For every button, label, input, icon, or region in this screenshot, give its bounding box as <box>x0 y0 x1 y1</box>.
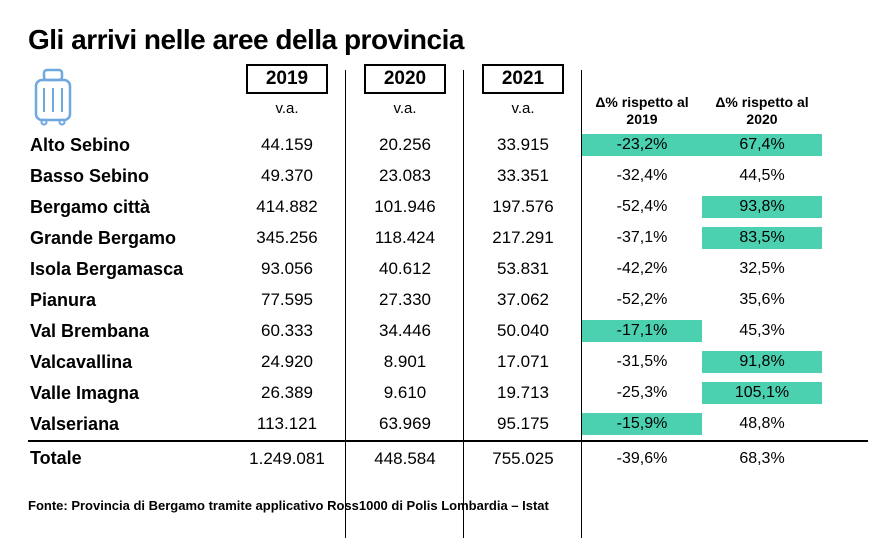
delta-2019-cell: -52,2% <box>582 289 702 311</box>
value-cell: 24.920 <box>228 352 346 372</box>
delta-2020-cell: 35,6% <box>702 289 822 311</box>
delta-2020-cell: 68,3% <box>702 448 822 470</box>
row-name: Totale <box>28 448 228 469</box>
value-cell: 23.083 <box>346 166 464 186</box>
delta-2020-cell: 91,8% <box>702 351 822 373</box>
value-cell: 44.159 <box>228 135 346 155</box>
delta-2019-cell: -25,3% <box>582 382 702 404</box>
table-row: Alto Sebino44.15920.25633.915-23,2%67,4% <box>28 130 868 161</box>
row-name: Alto Sebino <box>28 135 228 156</box>
value-cell: 34.446 <box>346 321 464 341</box>
delta-2020-cell: 44,5% <box>702 165 822 187</box>
table-header: 2019 v.a. 2020 v.a. 2021 v.a. Δ% rispett… <box>28 64 868 128</box>
delta-2020-cell: 48,8% <box>702 413 822 435</box>
table-row: Valseriana113.12163.96995.175-15,9%48,8% <box>28 409 868 440</box>
year-col-2020: 2020 v.a. <box>346 64 464 128</box>
value-cell: 8.901 <box>346 352 464 372</box>
row-name: Grande Bergamo <box>28 228 228 249</box>
delta-2020-cell: 93,8% <box>702 196 822 218</box>
value-cell: 1.249.081 <box>228 449 346 469</box>
value-cell: 49.370 <box>228 166 346 186</box>
row-name: Isola Bergamasca <box>28 259 228 280</box>
delta-2020-cell: 45,3% <box>702 320 822 342</box>
row-name: Val Brembana <box>28 321 228 342</box>
value-cell: 345.256 <box>228 228 346 248</box>
value-cell: 755.025 <box>464 449 582 469</box>
table-row: Isola Bergamasca93.05640.61253.831-42,2%… <box>28 254 868 285</box>
year-label: 2020 <box>364 64 446 94</box>
value-cell: 217.291 <box>464 228 582 248</box>
row-name: Valseriana <box>28 414 228 435</box>
value-cell: 77.595 <box>228 290 346 310</box>
year-label: 2019 <box>246 64 328 94</box>
delta-2020-header: Δ% rispetto al 2020 <box>702 64 822 128</box>
value-cell: 33.351 <box>464 166 582 186</box>
row-name: Bergamo città <box>28 197 228 218</box>
year-col-2019: 2019 v.a. <box>228 64 346 128</box>
value-cell: 37.062 <box>464 290 582 310</box>
delta-2019-header: Δ% rispetto al 2019 <box>582 64 702 128</box>
table-row: Bergamo città414.882101.946197.576-52,4%… <box>28 192 868 223</box>
row-name: Valle Imagna <box>28 383 228 404</box>
delta-2019-cell: -39,6% <box>582 448 702 470</box>
value-cell: 26.389 <box>228 383 346 403</box>
table-row: Val Brembana60.33334.44650.040-17,1%45,3… <box>28 316 868 347</box>
value-cell: 9.610 <box>346 383 464 403</box>
table-row: Pianura77.59527.33037.062-52,2%35,6% <box>28 285 868 316</box>
delta-2020-cell: 83,5% <box>702 227 822 249</box>
delta-2019-cell: -37,1% <box>582 227 702 249</box>
value-cell: 448.584 <box>346 449 464 469</box>
delta-2019-cell: -42,2% <box>582 258 702 280</box>
value-cell: 53.831 <box>464 259 582 279</box>
va-label: v.a. <box>228 100 346 123</box>
row-name: Pianura <box>28 290 228 311</box>
value-cell: 414.882 <box>228 197 346 217</box>
value-cell: 197.576 <box>464 197 582 217</box>
year-col-2021: 2021 v.a. <box>464 64 582 128</box>
table-row: Valcavallina24.9208.90117.071-31,5%91,8% <box>28 347 868 378</box>
value-cell: 95.175 <box>464 414 582 434</box>
value-cell: 33.915 <box>464 135 582 155</box>
delta-2019-cell: -17,1% <box>582 320 702 342</box>
total-row: Totale1.249.081448.584755.025-39,6%68,3% <box>28 440 868 476</box>
table-body: Alto Sebino44.15920.25633.915-23,2%67,4%… <box>28 130 868 476</box>
value-cell: 20.256 <box>346 135 464 155</box>
value-cell: 27.330 <box>346 290 464 310</box>
value-cell: 113.121 <box>228 414 346 434</box>
table-row: Valle Imagna26.3899.61019.713-25,3%105,1… <box>28 378 868 409</box>
row-name: Basso Sebino <box>28 166 228 187</box>
delta-2020-cell: 67,4% <box>702 134 822 156</box>
va-label: v.a. <box>464 100 582 123</box>
value-cell: 19.713 <box>464 383 582 403</box>
suitcase-icon <box>28 64 228 126</box>
value-cell: 63.969 <box>346 414 464 434</box>
delta-2019-cell: -15,9% <box>582 413 702 435</box>
value-cell: 118.424 <box>346 228 464 248</box>
delta-2020-cell: 105,1% <box>702 382 822 404</box>
value-cell: 60.333 <box>228 321 346 341</box>
value-cell: 17.071 <box>464 352 582 372</box>
value-cell: 93.056 <box>228 259 346 279</box>
delta-2019-cell: -32,4% <box>582 165 702 187</box>
delta-2019-cell: -23,2% <box>582 134 702 156</box>
table-row: Grande Bergamo345.256118.424217.291-37,1… <box>28 223 868 254</box>
page-title: Gli arrivi nelle aree della provincia <box>28 24 868 56</box>
value-cell: 40.612 <box>346 259 464 279</box>
row-name: Valcavallina <box>28 352 228 373</box>
delta-2020-cell: 32,5% <box>702 258 822 280</box>
va-label: v.a. <box>346 100 464 123</box>
source-note: Fonte: Provincia di Bergamo tramite appl… <box>28 498 868 513</box>
delta-2019-cell: -31,5% <box>582 351 702 373</box>
table-row: Basso Sebino49.37023.08333.351-32,4%44,5… <box>28 161 868 192</box>
year-label: 2021 <box>482 64 564 94</box>
delta-2019-cell: -52,4% <box>582 196 702 218</box>
value-cell: 101.946 <box>346 197 464 217</box>
value-cell: 50.040 <box>464 321 582 341</box>
